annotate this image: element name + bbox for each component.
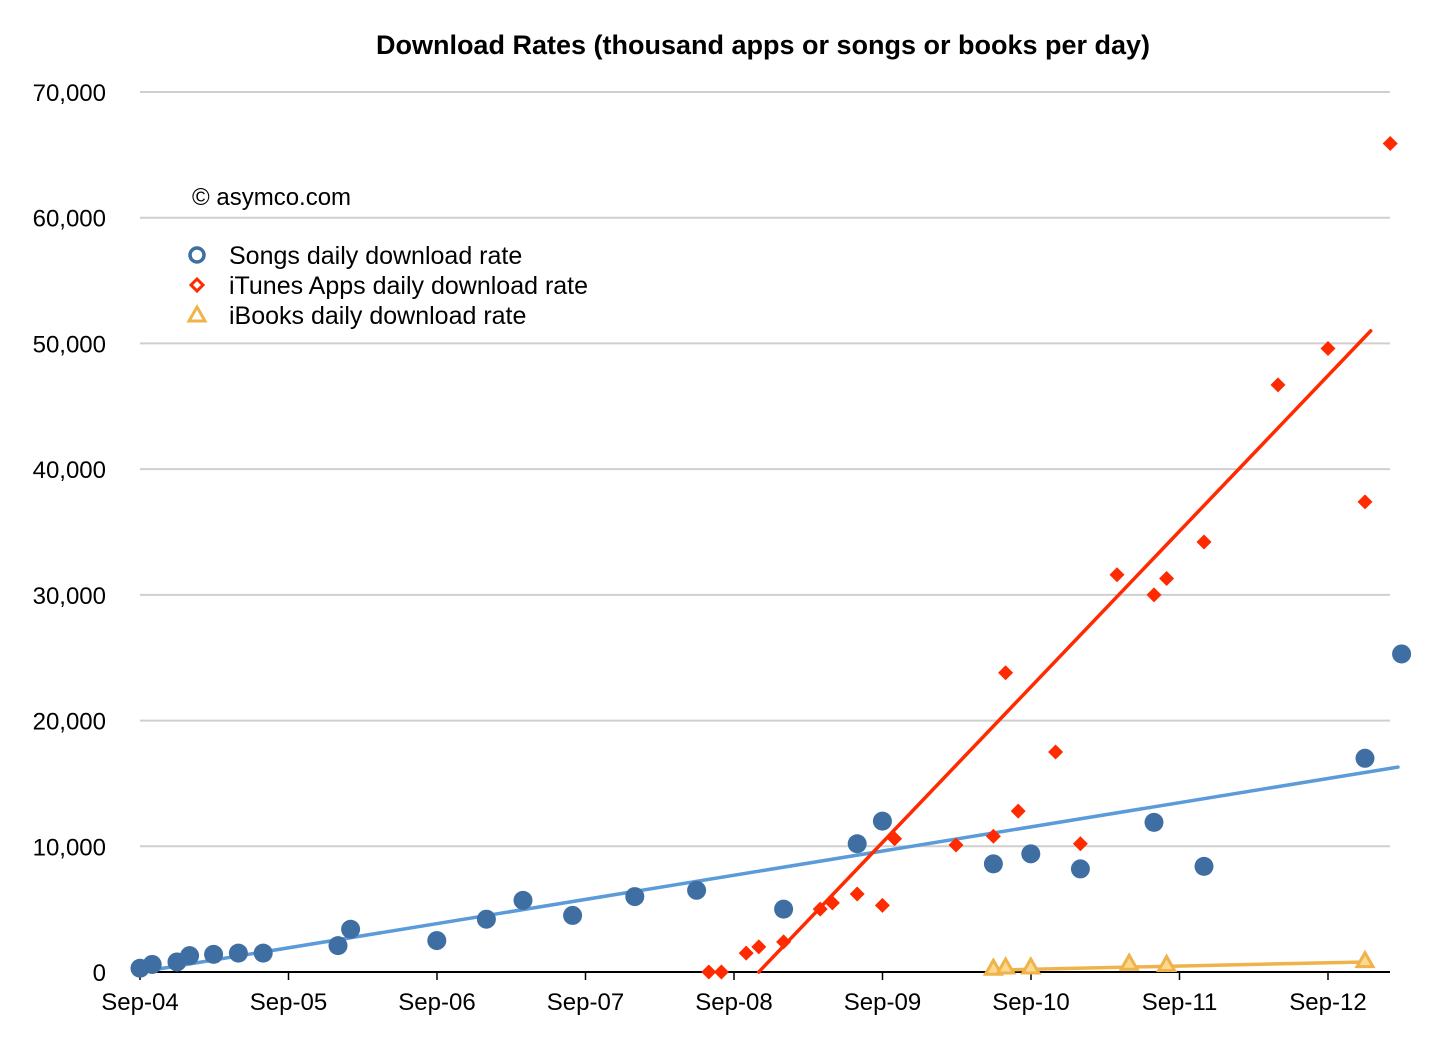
books-trendline <box>991 960 1367 972</box>
apps-point <box>713 964 729 980</box>
books-legend-label: iBooks daily download rate <box>229 302 526 330</box>
songs-point <box>847 834 867 854</box>
apps-point <box>812 901 828 917</box>
songs-point <box>513 890 533 910</box>
y-tick-label: 40,000 <box>33 457 106 484</box>
songs-point <box>228 943 248 963</box>
books-point <box>1354 949 1376 969</box>
apps-point <box>1048 744 1064 760</box>
songs-point <box>1021 844 1041 864</box>
songs-point <box>180 946 200 966</box>
y-tick-label: 30,000 <box>33 583 106 610</box>
songs-point <box>253 943 273 963</box>
songs-legend-label: Songs daily download rate <box>229 242 522 270</box>
songs-point <box>1194 856 1214 876</box>
data-points <box>130 136 1412 980</box>
y-tick-label: 10,000 <box>33 834 106 861</box>
trendlines <box>138 329 1400 974</box>
songs-legend-marker <box>188 246 206 264</box>
books-point <box>995 955 1017 975</box>
y-tick-label: 60,000 <box>33 206 106 233</box>
songs-point <box>1070 859 1090 879</box>
songs-point <box>1144 812 1164 832</box>
x-tick-label: Sep-09 <box>844 989 921 1016</box>
apps-point <box>1357 494 1373 510</box>
apps-point <box>751 939 767 955</box>
gridlines <box>140 91 1390 848</box>
songs-point <box>872 811 892 831</box>
x-tick-label: Sep-11 <box>1142 989 1218 1016</box>
apps-point <box>1270 377 1286 393</box>
apps-point <box>1010 803 1026 819</box>
apps-point <box>874 897 890 913</box>
y-tick-label: 70,000 <box>33 80 106 107</box>
songs-point <box>142 954 162 974</box>
songs-point <box>563 905 583 925</box>
songs-point <box>476 909 496 929</box>
x-tick-label: Sep-04 <box>101 989 178 1016</box>
books-point <box>1156 953 1178 972</box>
songs-point <box>625 887 645 907</box>
books-point <box>1118 952 1140 971</box>
songs-point <box>341 919 361 939</box>
apps-point <box>948 837 964 853</box>
x-tick-label: Sep-07 <box>547 989 624 1016</box>
songs-point <box>204 944 224 964</box>
apps-point <box>1146 587 1162 603</box>
apps-point <box>701 964 717 980</box>
copyright-note: © asymco.com <box>192 184 351 211</box>
apps-point <box>1320 340 1336 356</box>
songs-point <box>427 931 447 951</box>
songs-point <box>687 880 707 900</box>
x-tick-label: Sep-12 <box>1289 989 1366 1016</box>
y-tick-label: 0 <box>93 960 106 987</box>
apps-legend-marker <box>188 276 206 294</box>
x-tick-label: Sep-05 <box>250 989 327 1016</box>
songs-point <box>774 899 794 919</box>
songs-point <box>983 854 1003 874</box>
books-legend-marker <box>186 303 208 323</box>
apps-point <box>776 934 792 950</box>
apps-point <box>985 828 1001 844</box>
apps-point <box>849 886 865 902</box>
apps-point <box>1109 567 1125 583</box>
apps-legend-label: iTunes Apps daily download rate <box>229 272 588 300</box>
songs-point <box>1355 748 1375 768</box>
axes: 0 10,000 20,000 30,000 40,000 50,000 60,000 70,… <box>33 80 1390 1016</box>
x-tick-label: Sep-10 <box>992 989 1069 1016</box>
x-tick-label: Sep-08 <box>695 989 772 1016</box>
x-tick-label: Sep-06 <box>398 989 475 1016</box>
apps-point <box>1072 836 1088 852</box>
songs-point <box>1392 644 1412 664</box>
apps-point <box>1159 571 1175 587</box>
songs-point <box>328 936 348 956</box>
apps-trendline <box>757 329 1373 974</box>
books-point <box>1020 955 1042 975</box>
y-tick-label: 20,000 <box>33 709 106 736</box>
apps-point <box>1196 534 1212 550</box>
apps-point <box>738 945 754 961</box>
apps-point <box>887 831 903 847</box>
apps-point <box>998 665 1014 681</box>
apps-point <box>1382 136 1398 152</box>
y-tick-label: 50,000 <box>33 331 106 358</box>
chart-title: Download Rates (thousand apps or songs o… <box>376 30 1150 60</box>
apps-point <box>824 895 840 911</box>
